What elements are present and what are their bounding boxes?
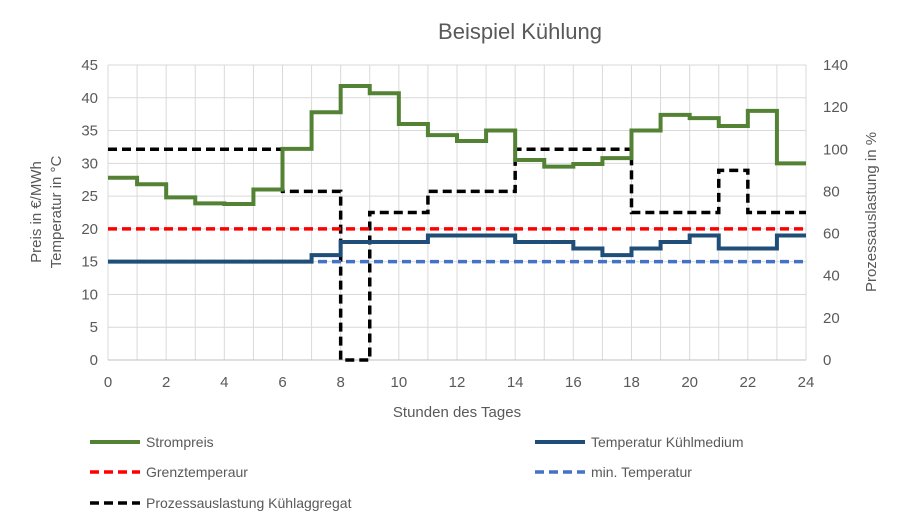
y2-axis-label: Prozessauslastung in % [863,132,880,292]
x-tick-label: 20 [681,374,698,391]
y2-tick-label: 60 [823,226,840,243]
x-tick-label: 10 [390,374,407,391]
x-tick-label: 22 [739,374,756,391]
y2-tick-label: 120 [823,99,848,116]
x-tick-label: 2 [162,374,170,391]
y-tick-label: 45 [81,57,98,74]
y-tick-label: 20 [81,221,98,238]
y-tick-label: 35 [81,123,98,140]
y-axis-label-line-2: Temperatur in °C [48,155,65,268]
y-axis-label-line-1: Preis in €/MWh [28,161,45,263]
x-tick-label: 8 [336,374,344,391]
legend-label-4: Prozessauslastung Kühlaggregat [146,495,352,511]
y2-tick-label: 20 [823,310,840,327]
legend: Strompreis Temperatur Kühlmedium Grenztemp… [90,434,744,511]
series-line-1 [108,233,806,264]
series-line-0 [108,83,806,206]
legend-label-0: Strompreis [146,434,214,450]
x-tick-label: 24 [798,374,815,391]
y-tick-label: 40 [81,90,98,107]
legend-label-1: Temperatur Kühlmedium [591,434,744,450]
x-tick-label: 12 [449,374,466,391]
x-tick-label: 18 [623,374,640,391]
y2-tick-label: 140 [823,57,848,74]
gridlines [107,64,807,361]
x-tick-label: 4 [220,374,228,391]
y2-tick-label: 80 [823,183,840,200]
y-tick-label: 15 [81,254,98,271]
x-tick-label: 16 [565,374,582,391]
axes: 0 2 4 6 8 10 12 14 16 18 20 22 240510152025303540450… [81,57,848,391]
chart-title: Beispiel Kühlung [438,19,602,44]
series-line-4 [108,147,806,362]
y-tick-label: 0 [90,352,98,369]
series-layer [108,83,806,362]
y-tick-label: 30 [81,155,98,172]
y-tick-label: 5 [90,319,98,336]
legend-label-3: min. Temperatur [591,464,692,480]
y-tick-label: 10 [81,286,98,303]
legend-label-2: Grenztemperaur [146,464,248,480]
y2-tick-label: 100 [823,141,848,158]
x-tick-label: 14 [507,374,524,391]
y-tick-label: 25 [81,188,98,205]
y2-tick-label: 40 [823,268,840,285]
x-tick-label: 6 [278,374,286,391]
x-axis-label: Stunden des Tages [393,404,521,421]
y2-tick-label: 0 [823,352,831,369]
x-tick-label: 0 [104,374,112,391]
